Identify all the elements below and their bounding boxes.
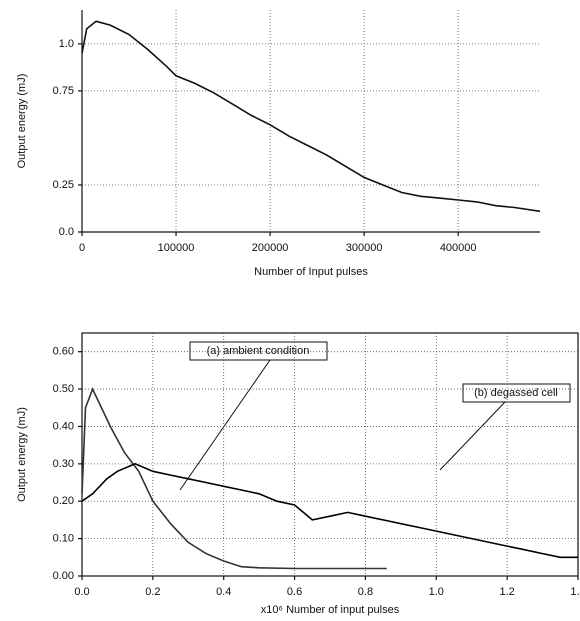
x-tick-label: 0 <box>79 242 85 254</box>
annotation-box-a <box>189 341 328 361</box>
y-tick-label: 0.30 <box>53 458 74 470</box>
axes <box>81 10 540 233</box>
y-tick-label: 0.25 <box>53 179 74 191</box>
data-line <box>81 20 541 213</box>
x-tick-label: 0.2 <box>145 586 160 598</box>
y-tick-label: 0.40 <box>53 420 74 432</box>
y-tick-label: 0.00 <box>53 570 74 582</box>
x-tick-label: 100000 <box>158 242 195 254</box>
x-tick-label: 1.0 <box>429 586 444 598</box>
plot-frame <box>81 332 579 577</box>
data-line <box>81 462 578 559</box>
x-tick-label: 0.4 <box>216 586 231 598</box>
y-tick-label: 1.0 <box>59 38 74 50</box>
x-tick-label: 0.6 <box>287 586 302 598</box>
annotation-box-b <box>462 383 571 403</box>
leader-line-b <box>439 401 506 471</box>
y-tick-label: 0.75 <box>53 85 74 97</box>
y-tick-label: 0.60 <box>53 346 74 358</box>
y-axis-label: Output energy (mJ) <box>16 407 28 502</box>
y-tick-label: 0.0 <box>59 226 74 238</box>
x-axis-label: x10⁶ Number of input pulses <box>261 604 400 616</box>
y-tick-label: 0.50 <box>53 383 74 395</box>
x-tick-label: 300000 <box>346 242 383 254</box>
y-axis-label: Output energy (mJ) <box>16 74 28 169</box>
x-tick-label: 1.4 <box>570 586 580 598</box>
x-axis-label: Number of Input pulses <box>254 266 368 278</box>
leader-line-a <box>179 359 271 491</box>
data-line <box>81 387 387 570</box>
y-tick-label: 0.10 <box>53 533 74 545</box>
y-tick-label: 0.20 <box>53 495 74 507</box>
annotation-label: (a) ambient condition <box>207 345 310 357</box>
x-tick-label: 400000 <box>440 242 477 254</box>
x-tick-label: 1.2 <box>499 586 514 598</box>
x-tick-label: 0.8 <box>358 586 373 598</box>
x-tick-label: 200000 <box>252 242 289 254</box>
x-tick-label: 0.0 <box>74 586 89 598</box>
annotation-label: (b) degassed cell <box>474 387 558 399</box>
